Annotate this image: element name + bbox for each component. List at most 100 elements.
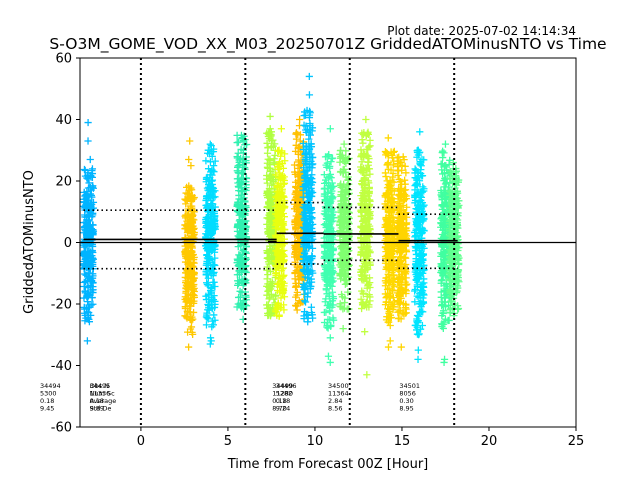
data-point	[189, 255, 198, 263]
outlier-point	[266, 112, 274, 121]
data-point	[272, 224, 280, 232]
data-point	[358, 136, 366, 144]
data-point	[302, 128, 310, 137]
data-point	[189, 315, 197, 323]
data-point	[84, 298, 92, 306]
data-point	[325, 307, 333, 315]
data-point	[80, 303, 88, 311]
data-point	[210, 278, 218, 286]
y-axis-ticks: -60 -40 -20 0 20 40 60	[51, 52, 80, 436]
data-point	[203, 280, 211, 289]
data-point	[205, 290, 213, 298]
data-point	[202, 157, 210, 165]
data-point	[329, 257, 337, 266]
data-point	[210, 145, 218, 153]
data-point	[442, 161, 450, 170]
data-point	[323, 152, 331, 161]
cluster-7	[299, 72, 317, 326]
data-point	[277, 277, 285, 286]
data-point	[322, 308, 330, 316]
data-point	[235, 262, 243, 270]
data-point	[327, 273, 335, 281]
outlier-point	[267, 128, 276, 136]
data-point	[233, 139, 241, 147]
data-point	[263, 220, 271, 228]
data-point	[329, 268, 337, 276]
data-point	[88, 205, 96, 213]
scatter-points	[80, 72, 463, 379]
data-point	[295, 221, 304, 230]
data-point	[300, 308, 309, 316]
outlier-point	[86, 155, 94, 164]
data-point	[299, 182, 307, 191]
data-point	[321, 275, 330, 283]
data-point	[273, 251, 281, 259]
data-point	[211, 282, 219, 291]
data-point	[209, 321, 217, 329]
x-tick-label: 10	[307, 434, 324, 449]
data-point	[280, 252, 288, 261]
data-point	[278, 288, 286, 296]
data-point	[208, 166, 216, 174]
data-point	[301, 151, 309, 159]
data-point	[304, 206, 312, 214]
data-point	[299, 265, 308, 274]
data-point	[204, 315, 212, 323]
data-point	[233, 202, 241, 211]
data-point	[296, 143, 304, 151]
data-point	[292, 301, 300, 309]
data-point	[300, 297, 309, 305]
data-point	[329, 301, 337, 309]
data-point	[82, 194, 90, 202]
data-point	[238, 288, 246, 297]
outlier-point	[83, 337, 91, 345]
data-point	[337, 229, 345, 237]
data-point	[303, 293, 311, 301]
data-point	[81, 255, 89, 264]
data-point	[280, 150, 289, 158]
cluster-13	[411, 128, 428, 363]
data-point	[295, 269, 303, 277]
data-point	[274, 188, 282, 196]
data-point	[89, 221, 97, 229]
data-point	[209, 184, 217, 193]
data-point	[275, 213, 283, 221]
data-point	[320, 234, 328, 242]
data-point	[202, 321, 211, 329]
data-point	[274, 165, 283, 173]
data-point	[209, 226, 218, 234]
data-point	[327, 321, 335, 329]
cluster-1	[181, 137, 199, 351]
data-point	[267, 137, 276, 145]
data-point	[279, 175, 287, 183]
outlier-point	[441, 140, 450, 148]
data-point	[268, 283, 276, 291]
data-point	[202, 266, 210, 274]
data-point	[339, 211, 348, 219]
data-point	[239, 281, 247, 289]
outlier-point	[363, 371, 371, 379]
data-point	[306, 285, 314, 293]
data-point	[306, 278, 314, 286]
data-point	[273, 280, 281, 288]
data-point	[82, 271, 90, 279]
data-point	[342, 276, 350, 285]
data-point	[340, 239, 348, 248]
data-point	[87, 171, 95, 180]
data-point	[240, 296, 248, 305]
data-point	[336, 214, 344, 222]
data-point	[328, 179, 336, 187]
data-point	[342, 266, 350, 274]
data-point	[187, 278, 195, 286]
data-point	[292, 129, 301, 137]
outlier-point	[305, 91, 314, 99]
data-point	[89, 288, 97, 297]
data-point	[266, 164, 274, 172]
y-tick-label: -60	[51, 421, 72, 436]
data-point	[240, 222, 248, 230]
data-point	[185, 255, 193, 263]
data-point	[325, 292, 333, 300]
data-point	[207, 270, 215, 278]
data-point	[295, 191, 303, 200]
